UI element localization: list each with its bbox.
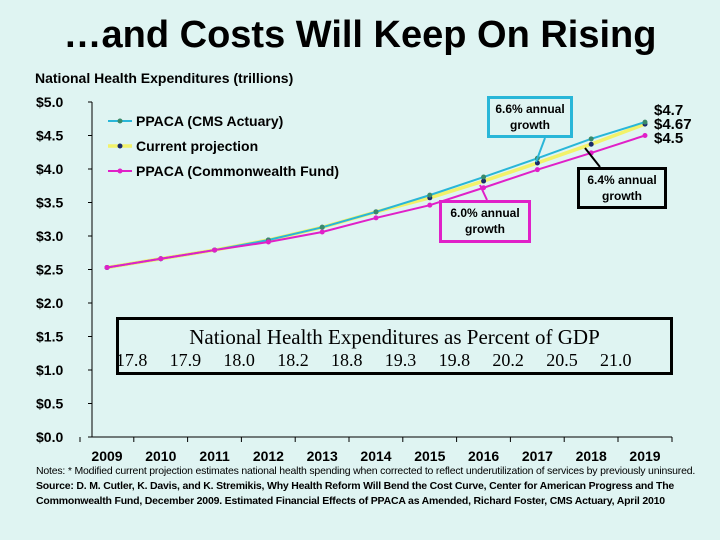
gdp-value: 17.8 — [115, 350, 148, 370]
legend-swatch-marker — [117, 143, 123, 149]
data-point — [158, 256, 164, 262]
annotation-cwf-growth: 6.0% annual growth — [439, 200, 531, 243]
gdp-value: 20.5 — [546, 350, 578, 370]
y-tick-label: $4.0 — [36, 161, 63, 177]
notes-text: Notes: * Modified current projection est… — [36, 465, 696, 477]
annotation-pointer — [479, 184, 488, 201]
x-tick-label: 2010 — [145, 448, 176, 464]
gdp-value: 19.3 — [384, 350, 417, 370]
data-point — [642, 119, 648, 125]
data-point — [588, 141, 594, 147]
data-point — [534, 167, 540, 173]
gdp-value: 19.8 — [438, 350, 471, 370]
y-tick-label: $0.0 — [36, 429, 63, 445]
y-tick-label: $3.5 — [36, 195, 63, 211]
y-tick-label: $3.0 — [36, 228, 63, 244]
annotation-cms-growth: 6.6% annual growth — [487, 96, 573, 138]
data-point — [373, 215, 379, 221]
legend-item-cwf: PPACA (Commonwealth Fund) — [136, 163, 339, 179]
x-tick-label: 2013 — [307, 448, 338, 464]
data-point — [212, 247, 218, 253]
data-point — [427, 192, 433, 198]
legend-item-current: Current projection — [136, 138, 259, 154]
data-point — [265, 239, 271, 245]
legend-swatch-marker — [117, 118, 123, 124]
data-point — [373, 209, 379, 215]
x-tick-label: 2017 — [522, 448, 553, 464]
y-tick-label: $5.0 — [36, 94, 63, 110]
y-tick-label: $4.5 — [36, 128, 63, 144]
annotation-current-growth: 6.4% annual growth — [577, 167, 667, 209]
data-point — [481, 174, 487, 180]
y-tick-label: $2.5 — [36, 262, 63, 278]
x-tick-label: 2019 — [629, 448, 660, 464]
y-tick-label: $1.0 — [36, 362, 63, 378]
chart-title: National Health Expenditures (trillions) — [35, 70, 294, 86]
x-tick-label: 2015 — [414, 448, 445, 464]
gdp-value: 18.2 — [277, 350, 309, 370]
y-tick-label: $0.5 — [36, 396, 63, 412]
data-point — [588, 136, 594, 142]
gdp-value: 17.9 — [169, 350, 202, 370]
x-tick-label: 2016 — [468, 448, 499, 464]
data-point — [319, 224, 325, 230]
data-point — [104, 264, 110, 270]
source-text: Source: D. M. Cutler, K. Davis, and K. S… — [36, 480, 675, 507]
end-label-current: $4.67 — [654, 116, 692, 133]
gdp-title: National Health Expenditures as Percent … — [189, 325, 600, 349]
x-tick-label: 2014 — [360, 448, 391, 464]
slide-title: …and Costs Will Keep On Rising — [63, 14, 657, 56]
gdp-value: 18.0 — [223, 350, 255, 370]
gdp-percent-box: National Health Expenditures as Percent … — [116, 317, 673, 375]
annotation-pointer — [584, 147, 601, 168]
gdp-value: 21.0 — [600, 350, 632, 370]
data-point — [481, 178, 487, 184]
notes: Notes: * Modified current projection est… — [36, 464, 696, 509]
x-tick-label: 2009 — [91, 448, 122, 464]
end-label-cms: $4.7 — [654, 102, 684, 119]
x-tick-label: 2018 — [576, 448, 607, 464]
x-tick-label: 2011 — [199, 448, 230, 464]
data-point — [427, 202, 433, 208]
x-tick-label: 2012 — [253, 448, 284, 464]
y-tick-label: $2.0 — [36, 295, 63, 311]
data-point — [319, 229, 325, 235]
gdp-value: 20.2 — [492, 350, 524, 370]
data-point — [642, 133, 648, 138]
legend-item-cms: PPACA (CMS Actuary) — [136, 113, 284, 129]
gdp-value: 18.8 — [331, 350, 363, 370]
annotation-pointer — [535, 137, 546, 163]
legend-swatch-marker — [117, 168, 123, 174]
y-tick-label: $1.5 — [36, 329, 63, 345]
end-label-cwf: $4.5 — [654, 130, 684, 147]
